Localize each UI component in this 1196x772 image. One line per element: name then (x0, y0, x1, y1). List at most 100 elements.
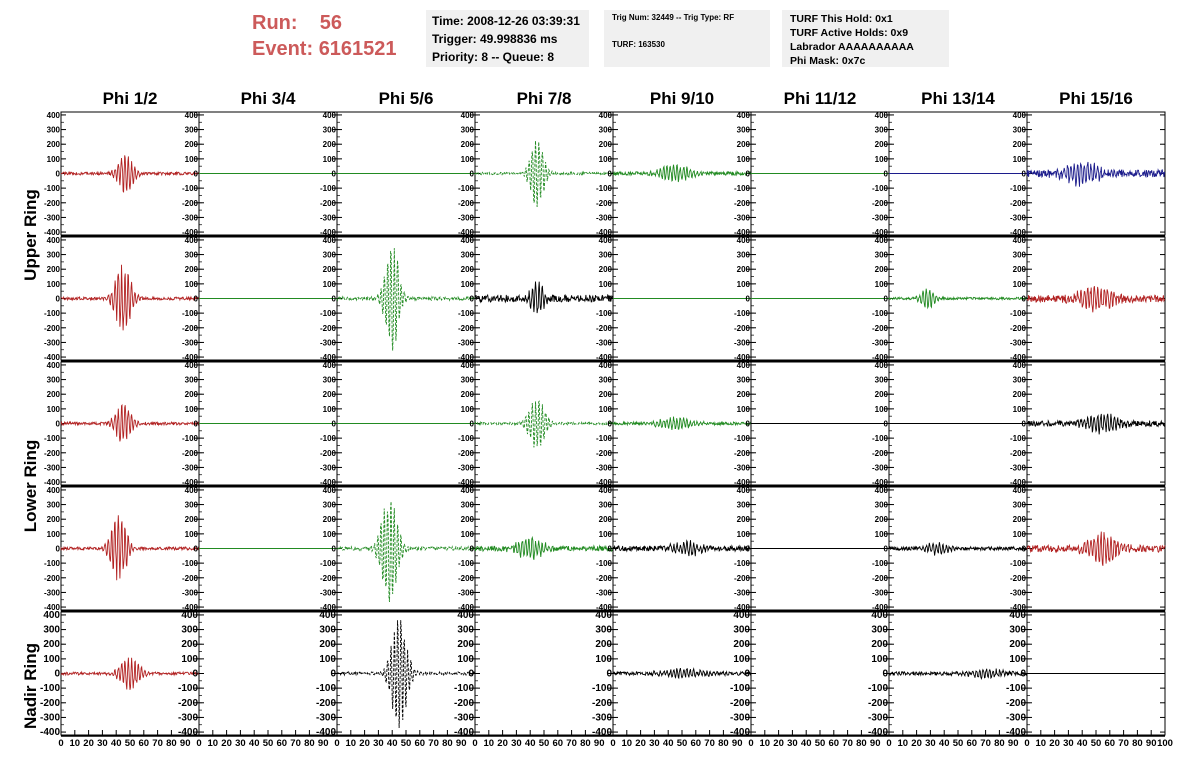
y-tick-label: -200 (734, 324, 751, 333)
y-tick-label: -400 (320, 603, 337, 612)
y-tick-label: -200 (596, 449, 613, 458)
y-tick-label: 300 (323, 251, 337, 260)
y-tick-label: 0 (746, 295, 751, 304)
y-tick-label: 100 (875, 155, 889, 164)
y-tick-label: -200 (872, 449, 889, 458)
y-tick-label: -400 (734, 603, 751, 612)
y-tick-label: -100 (320, 559, 337, 568)
y-tick-label: -400 (734, 228, 751, 237)
y-tick-label: -200 (44, 449, 61, 458)
y-tick-label: 300 (599, 376, 613, 385)
y-tick-label: -300 (320, 588, 337, 597)
y-tick-label: 0 (744, 669, 750, 680)
x-tick-label: 60 (967, 738, 978, 749)
y-tick-label: 0 (884, 295, 889, 304)
time-line: Time: 2008-12-26 03:39:31 (432, 14, 580, 28)
y-tick-label: 400 (599, 111, 613, 120)
y-tick-label: -100 (458, 184, 475, 193)
y-tick-label: -400 (44, 603, 61, 612)
y-tick-label: 200 (599, 140, 613, 149)
y-tick-label: -400 (596, 603, 613, 612)
y-tick-label: -100 (458, 559, 475, 568)
y-tick-label: 100 (461, 280, 475, 289)
y-tick-label: 300 (1009, 625, 1026, 636)
y-tick-label: 100 (599, 155, 613, 164)
y-tick-label: -100 (872, 184, 889, 193)
y-tick-label: 0 (746, 420, 751, 429)
trig-num-line: Trig Num: 32449 -- Trig Type: RF (612, 13, 735, 22)
y-tick-label: 400 (461, 111, 475, 120)
y-tick-label: 400 (737, 236, 751, 245)
y-tick-label: -200 (868, 698, 888, 709)
y-tick-label: -100 (182, 184, 199, 193)
y-tick-label: 100 (185, 530, 199, 539)
x-tick-label: 70 (1118, 738, 1129, 749)
y-tick-label: 0 (468, 669, 474, 680)
y-tick-label: -200 (872, 574, 889, 583)
y-tick-label: -300 (458, 213, 475, 222)
y-tick-label: 0 (1022, 170, 1027, 179)
y-tick-label: -100 (44, 184, 61, 193)
x-tick-label: 30 (373, 738, 384, 749)
y-tick-label: -100 (40, 683, 60, 694)
x-tick-label: 50 (539, 738, 550, 749)
column-title-8: Phi 15/16 (1059, 89, 1133, 108)
y-tick-label: -400 (44, 228, 61, 237)
y-tick-label: 300 (185, 126, 199, 135)
y-tick-label: 200 (319, 639, 336, 650)
y-tick-label: 400 (875, 361, 889, 370)
y-tick-label: -200 (320, 324, 337, 333)
y-tick-label: -400 (458, 353, 475, 362)
y-tick-label: 0 (608, 420, 613, 429)
y-tick-label: -200 (44, 324, 61, 333)
waveform-trace (612, 667, 752, 680)
y-tick-label: 400 (47, 486, 61, 495)
x-tick-label: 40 (663, 738, 674, 749)
waveform-trace (1026, 285, 1166, 313)
column-title-2: Phi 3/4 (241, 89, 296, 108)
y-tick-label: 300 (461, 376, 475, 385)
y-tick-label: 200 (1013, 140, 1027, 149)
y-tick-label: 200 (461, 515, 475, 524)
y-tick-label: -100 (454, 683, 474, 694)
y-tick-label: 400 (323, 236, 337, 245)
y-tick-label: 400 (875, 236, 889, 245)
y-tick-label: 100 (323, 530, 337, 539)
y-tick-label: -400 (596, 353, 613, 362)
y-tick-label: 100 (875, 530, 889, 539)
y-tick-label: 400 (599, 236, 613, 245)
y-tick-label: 300 (599, 501, 613, 510)
y-tick-label: 200 (737, 515, 751, 524)
y-tick-label: 200 (875, 390, 889, 399)
time-info-box: Time: 2008-12-26 03:39:31 Trigger: 49.99… (426, 10, 589, 67)
y-tick-label: 100 (47, 530, 61, 539)
turf-hold-line: TURF This Hold: 0x1 (790, 13, 893, 25)
y-tick-label: -100 (734, 309, 751, 318)
x-tick-label: 90 (456, 738, 467, 749)
x-tick-label: 40 (939, 738, 950, 749)
y-tick-label: 200 (737, 140, 751, 149)
y-tick-label: 100 (47, 405, 61, 414)
y-tick-label: 300 (737, 251, 751, 260)
y-tick-label: -300 (730, 712, 750, 723)
y-tick-label: -200 (1010, 324, 1027, 333)
event-label: Event: (252, 38, 314, 60)
x-tick-label: 10 (622, 738, 633, 749)
y-tick-label: 100 (47, 155, 61, 164)
waveform-trace (612, 416, 752, 430)
y-tick-label: -100 (320, 434, 337, 443)
waveform-trace (1026, 531, 1166, 566)
y-tick-label: 400 (1013, 486, 1027, 495)
x-tick-label: 40 (387, 738, 398, 749)
run-event-box: Run: 56 Event: 6161521 (252, 10, 397, 62)
y-tick-label: 0 (884, 420, 889, 429)
x-tick-label: 10 (898, 738, 909, 749)
y-tick-label: 0 (882, 669, 888, 680)
y-tick-label: -200 (458, 324, 475, 333)
y-tick-label: 200 (875, 140, 889, 149)
x-tick-label: 30 (787, 738, 798, 749)
y-tick-label: 200 (43, 639, 60, 650)
y-tick-label: 400 (185, 111, 199, 120)
y-tick-label: 0 (330, 669, 336, 680)
x-tick-label: 70 (980, 738, 991, 749)
